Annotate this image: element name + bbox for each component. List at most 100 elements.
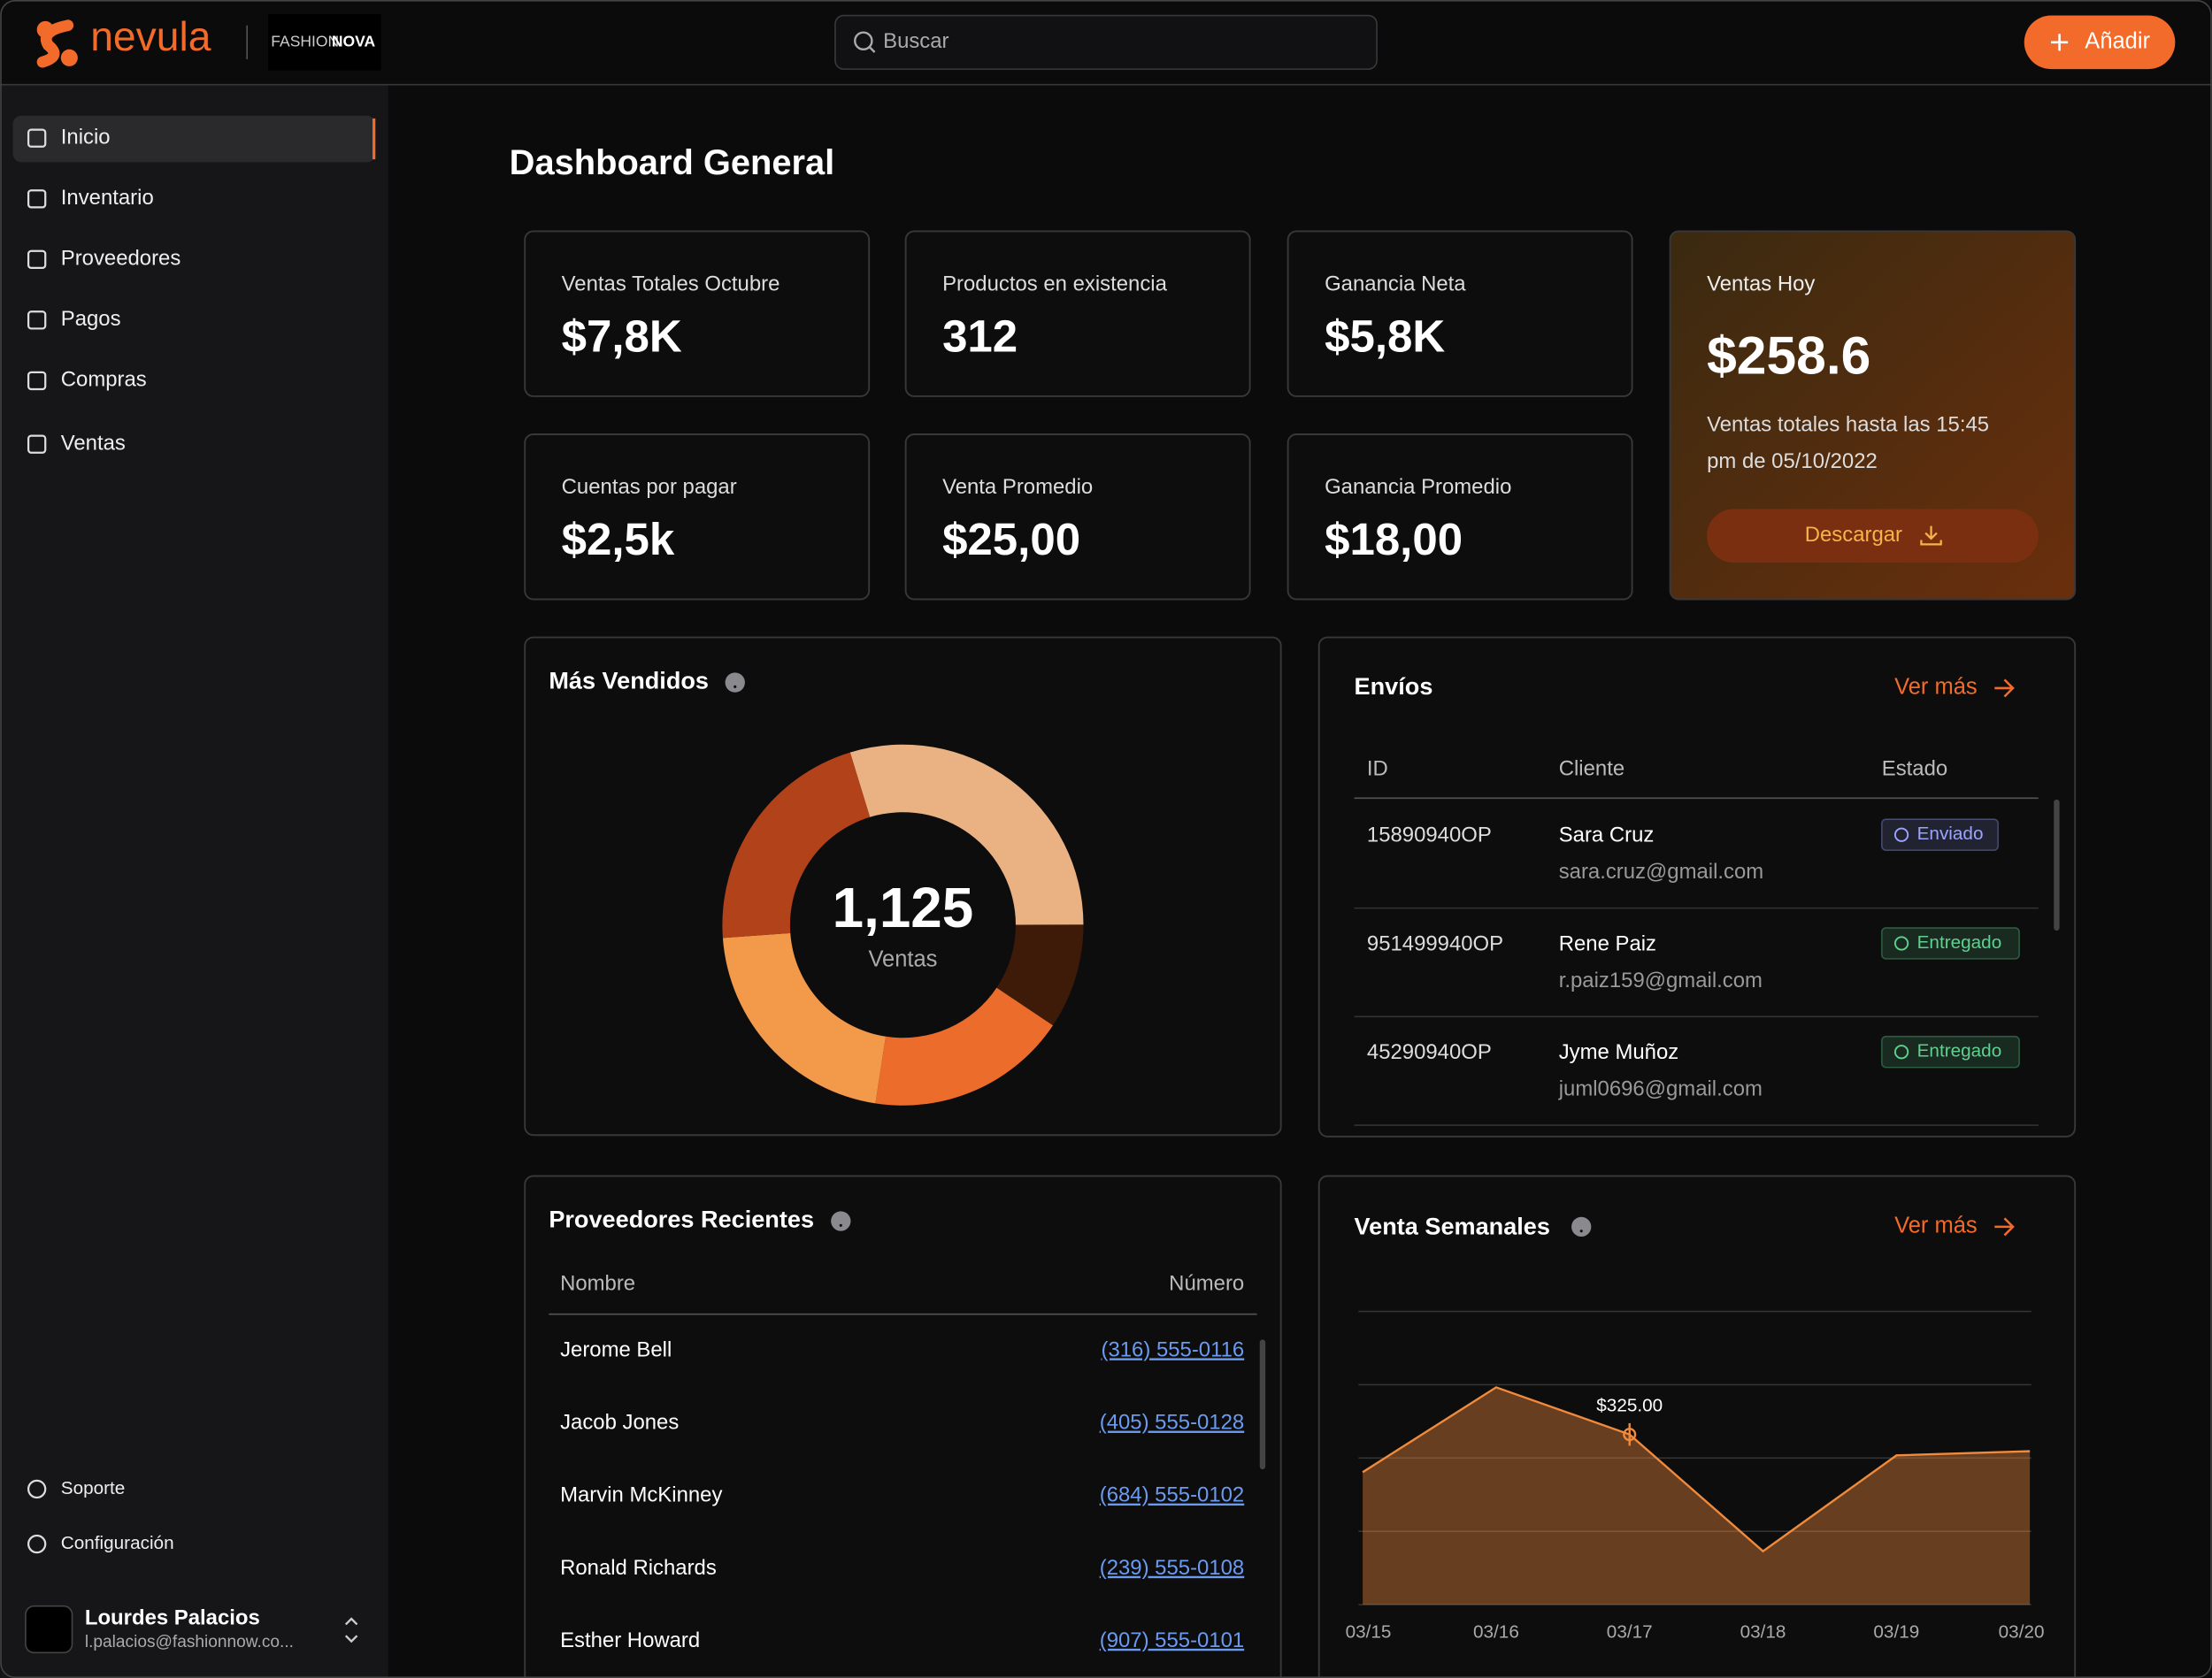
supplier-name: Esther Howard [560,1628,700,1652]
help-icon [1571,1216,1592,1237]
supplier-name: Marvin McKinney [560,1483,722,1507]
shipment-id: 45290940OP [1367,1040,1492,1064]
donut-segment [722,752,871,939]
customer-email: sara.cruz@gmail.com [1559,860,1764,884]
arrow-icon [1994,678,2015,698]
nav-icon [27,1479,47,1499]
nav-item[interactable]: Soporte [61,1478,126,1498]
logo-dot [60,49,78,66]
status-pill [1880,818,2000,852]
status-pill [1880,1035,2020,1069]
stat-value: $25,00 [942,514,1080,564]
card-title: Envíos [1355,672,1433,700]
plus-icon [2051,34,2069,51]
chevron[interactable] [344,1617,358,1644]
column-header: Número [1169,1272,1244,1296]
arrow-icon [1994,1217,2015,1237]
today-label: Ventas Hoy [1707,272,1815,295]
today-value: $258.6 [1707,326,1870,386]
nav-icon [27,1534,47,1554]
search-box[interactable] [834,14,1378,70]
phone-link[interactable]: (907) 555-0101 [1100,1628,1244,1652]
donut-segment [722,932,887,1104]
download-button[interactable] [1707,509,2039,563]
avatar [25,1605,73,1654]
brand: nevula [90,13,211,59]
stat-card [524,230,871,397]
phone-link[interactable]: (239) 555-0108 [1100,1556,1244,1580]
card-title: Proveedores Recientes [549,1206,814,1233]
download-icon [1920,525,1942,546]
customer-email: r.paiz159@gmail.com [1559,969,1763,992]
customer-email: juml0696@gmail.com [1558,1077,1763,1101]
see-more-link[interactable]: Ver más [1894,1214,1978,1238]
stat-card [524,433,871,601]
stat-label: Ganancia Promedio [1325,475,1511,499]
nav-item[interactable]: Configuración [61,1533,174,1553]
nav-icon [27,310,47,330]
see-more-link[interactable]: Ver más [1894,675,1978,700]
scrollbar [1259,1339,1266,1470]
nav-active [12,115,376,163]
data-label: $325.00 [1596,1395,1663,1415]
customer-name: Jyme Muñoz [1559,1040,1679,1064]
user-name: Lourdes Palacios [85,1605,260,1629]
status-icon [1893,1045,1909,1060]
stat-value: $5,8K [1325,311,1445,362]
nav-item[interactable]: Proveedores [61,247,181,271]
x-tick-label: 03/16 [1473,1621,1519,1642]
nav-item[interactable]: Ventas [61,431,126,455]
stat-value: $7,8K [562,311,682,362]
stat-label: Cuentas por pagar [562,475,737,499]
x-tick-label: 03/20 [1999,1621,2045,1642]
card-title: Venta Semanales [1355,1213,1550,1240]
nav-icon [27,249,47,269]
add-button-label: Añadir [2085,29,2150,54]
partner-logo-bg [268,13,381,71]
suppliers-card [524,1175,1282,1678]
phone-link[interactable]: (405) 555-0128 [1100,1411,1244,1435]
column-header: Estado [1882,757,1947,781]
stat-value: $2,5k [562,514,675,564]
stat-label: Venta Promedio [942,475,1093,499]
shipment-id: 951499940OP [1367,931,1503,955]
donut-segment [849,744,1084,925]
logo-mark [36,19,74,68]
nav-item[interactable]: Pagos [61,307,121,331]
today-note: pm de 05/10/2022 [1707,449,1878,473]
stat-card [904,230,1251,397]
download-label: Descargar [1805,523,1902,547]
status-pill [1880,927,2020,960]
line [1362,1386,2031,1553]
phone-link[interactable]: (316) 555-0116 [1102,1337,1245,1361]
stat-value: 312 [942,311,1018,362]
column-header: Cliente [1559,757,1624,781]
today-note: Ventas totales hasta las 15:45 [1707,413,1989,437]
supplier-name: Jacob Jones [560,1411,679,1435]
x-tick-label: 03/15 [1346,1621,1392,1642]
customer-name: Rene Paiz [1559,931,1656,955]
nav-item[interactable]: Inicio [61,126,111,149]
stat-label: Ganancia Neta [1325,272,1466,295]
status-label: Entregado [1917,932,2002,953]
nav-item[interactable]: Inventario [61,186,154,210]
help-dot [839,1223,842,1227]
pie-card [524,636,1282,1137]
phone-link[interactable]: (684) 555-0102 [1100,1483,1244,1507]
donut-total: 1,125 [833,876,974,939]
column-header: ID [1367,757,1388,781]
sidebar [0,84,388,1678]
donut-label: Ventas [868,946,937,971]
nav-icon [27,189,47,209]
search-placeholder: Buscar [883,29,949,53]
status-label: Entregado [1917,1041,2002,1061]
donut-segment [996,924,1084,1026]
today-card [1669,230,2077,601]
customer-name: Sara Cruz [1559,824,1655,847]
nav-item[interactable]: Compras [61,368,147,392]
add-button[interactable] [2024,15,2176,70]
stat-card [1286,230,1633,397]
x-tick-label: 03/17 [1607,1621,1653,1642]
scrollbar [2054,799,2060,931]
